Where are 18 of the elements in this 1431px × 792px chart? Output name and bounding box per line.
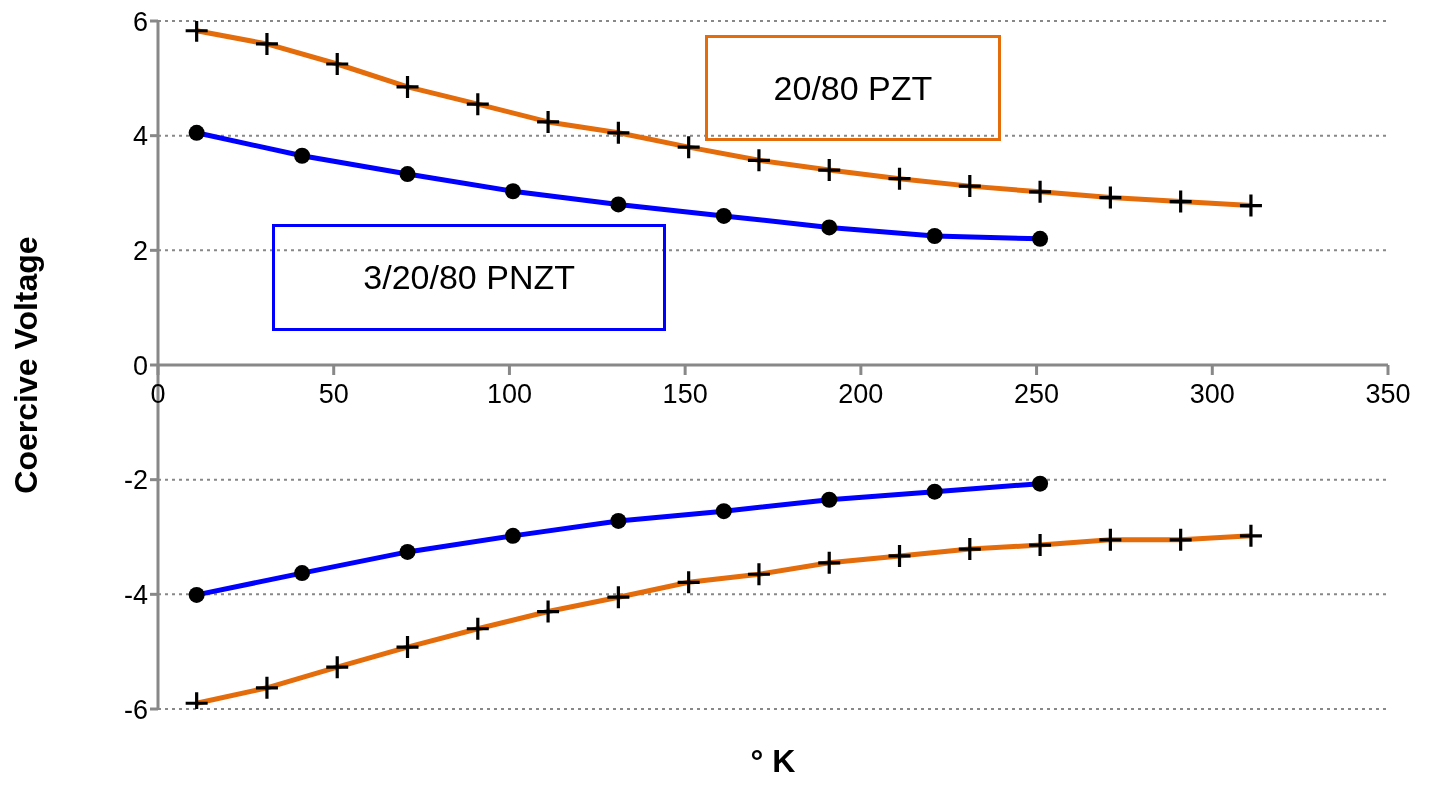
y-tick-label: -6 (123, 694, 148, 725)
y-tick-label: 6 (132, 6, 148, 37)
text-frame: 20/80 PZT (705, 34, 1001, 142)
x-tick-label: 150 (662, 379, 708, 409)
x-tick-label: 300 (1189, 379, 1235, 409)
y-axis-title: Coercive Voltage (8, 236, 45, 494)
y-tick-label: 0 (132, 350, 148, 381)
x-axis-title: ° K (750, 743, 796, 779)
x-tick-label: 200 (838, 379, 884, 409)
x-tick-label: 250 (1014, 379, 1060, 409)
x-tick-label: 350 (1365, 379, 1411, 409)
x-tick-label: 100 (486, 379, 532, 409)
y-tick-label: -4 (123, 579, 148, 610)
x-tick-label: 50 (318, 379, 349, 409)
y-tick-label: -2 (123, 465, 148, 496)
text-frame: 3/20/80 PNZT (272, 223, 666, 331)
y-tick-label: 4 (132, 121, 148, 152)
y-tick-label: 2 (132, 235, 148, 266)
